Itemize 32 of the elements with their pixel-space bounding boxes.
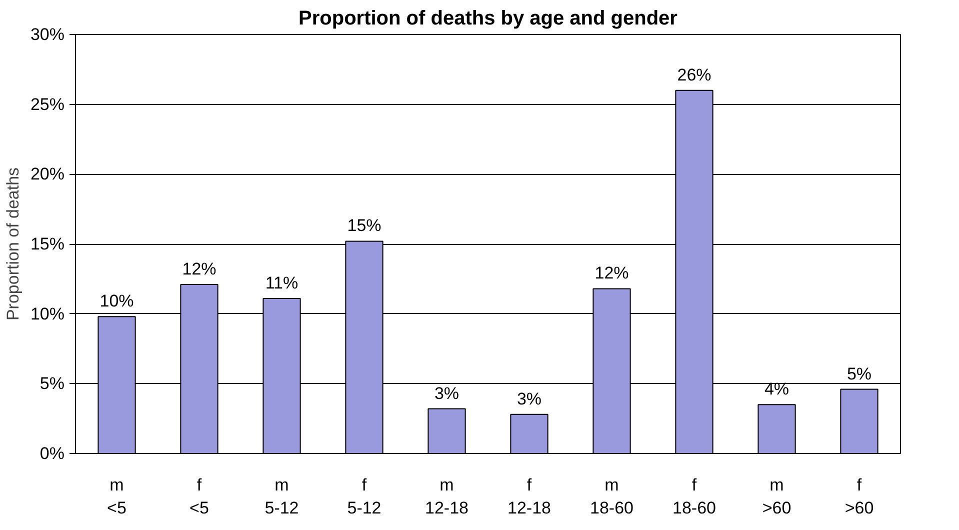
y-tick-label: 5% xyxy=(40,374,65,394)
data-label: 12% xyxy=(182,260,216,279)
x-tick-label: f <5 xyxy=(190,476,209,518)
y-tick-label: 0% xyxy=(40,444,65,463)
x-tick-label: m <5 xyxy=(107,476,126,518)
bar xyxy=(840,388,878,454)
chart-title: Proportion of deaths by age and gender xyxy=(298,8,678,30)
x-tick-label: f 18-60 xyxy=(672,476,716,518)
x-tick-label: m 12-18 xyxy=(425,476,468,518)
y-tick-label: 20% xyxy=(30,164,65,184)
data-label: 10% xyxy=(100,292,134,311)
x-tick-label: f >60 xyxy=(844,476,874,518)
x-tick-label: f 5-12 xyxy=(347,476,382,518)
y-tick-label: 30% xyxy=(30,25,65,44)
y-tick-label: 25% xyxy=(30,94,65,114)
bar xyxy=(428,408,466,454)
y-tick-label: 10% xyxy=(30,304,65,324)
x-tick-label: f 12-18 xyxy=(508,476,551,518)
x-tick-label: m >60 xyxy=(762,476,792,518)
bar xyxy=(510,414,548,454)
data-label: 3% xyxy=(434,384,460,403)
x-tick-label: m 18-60 xyxy=(590,476,634,518)
data-label: 12% xyxy=(594,264,629,283)
bar xyxy=(758,404,796,454)
y-axis-title: Proportion of deaths xyxy=(3,167,22,321)
data-label: 15% xyxy=(347,216,382,236)
data-label: 26% xyxy=(677,65,712,84)
data-label: 3% xyxy=(516,389,542,408)
data-label: 11% xyxy=(265,273,298,292)
x-tick-label: m 5-12 xyxy=(264,476,299,518)
y-tick-label: 15% xyxy=(30,234,65,254)
data-label: 5% xyxy=(846,364,872,384)
